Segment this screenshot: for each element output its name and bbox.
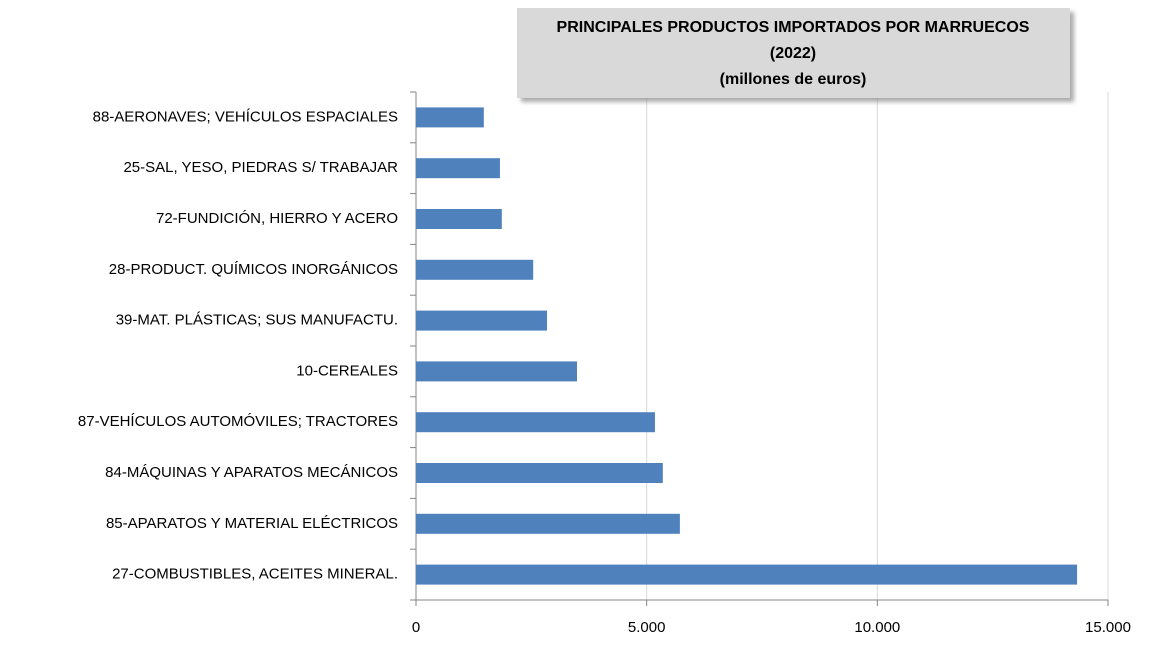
plot-area: 0 5.000 10.000 15.000 88-AERONAVES; VEHÍCULO… bbox=[78, 91, 1131, 636]
bar bbox=[416, 310, 548, 331]
y-tick-label: 28-PRODUCT. QUÍMICOS INORGÁNICOS bbox=[109, 261, 398, 278]
x-tick-label: 15.000 bbox=[1085, 619, 1131, 636]
x-tick-label: 0 bbox=[412, 619, 420, 636]
bar bbox=[416, 107, 484, 128]
y-tick-label: 25-SAL, YESO, PIEDRAS S/ TRABAJAR bbox=[123, 159, 398, 176]
x-tick-label: 10.000 bbox=[854, 619, 900, 636]
y-tick-label: 85-APARATOS Y MATERIAL ELÉCTRICOS bbox=[106, 515, 398, 532]
y-tick-label: 88-AERONAVES; VEHÍCULOS ESPACIALES bbox=[93, 108, 398, 125]
bar bbox=[416, 412, 655, 433]
chart-title: PRINCIPALES PRODUCTOS IMPORTADOS POR MAR… bbox=[557, 19, 1030, 36]
y-tick-label: 72-FUNDICIÓN, HIERRO Y ACERO bbox=[156, 210, 398, 227]
bar bbox=[416, 513, 680, 534]
bar bbox=[416, 209, 502, 229]
bar bbox=[416, 564, 1078, 585]
bar bbox=[416, 158, 500, 179]
x-tick-label: 5.000 bbox=[628, 619, 666, 636]
bar bbox=[416, 361, 578, 382]
y-tick-label: 87-VEHÍCULOS AUTOMÓVILES; TRACTORES bbox=[78, 413, 398, 430]
y-tick-label: 39-MAT. PLÁSTICAS; SUS MANUFACTU. bbox=[116, 312, 398, 329]
y-tick-label: 10-CEREALES bbox=[296, 362, 398, 379]
bar bbox=[416, 259, 534, 280]
bar bbox=[416, 463, 663, 483]
y-tick-label: 27-COMBUSTIBLES, ACEITES MINERAL. bbox=[112, 566, 398, 583]
y-tick-label: 84-MÁQUINAS Y APARATOS MECÁNICOS bbox=[105, 464, 398, 481]
chart-subtitle: (2022) bbox=[770, 45, 816, 62]
title-box bbox=[517, 8, 1070, 98]
chart-subtitle: (millones de euros) bbox=[720, 71, 867, 88]
